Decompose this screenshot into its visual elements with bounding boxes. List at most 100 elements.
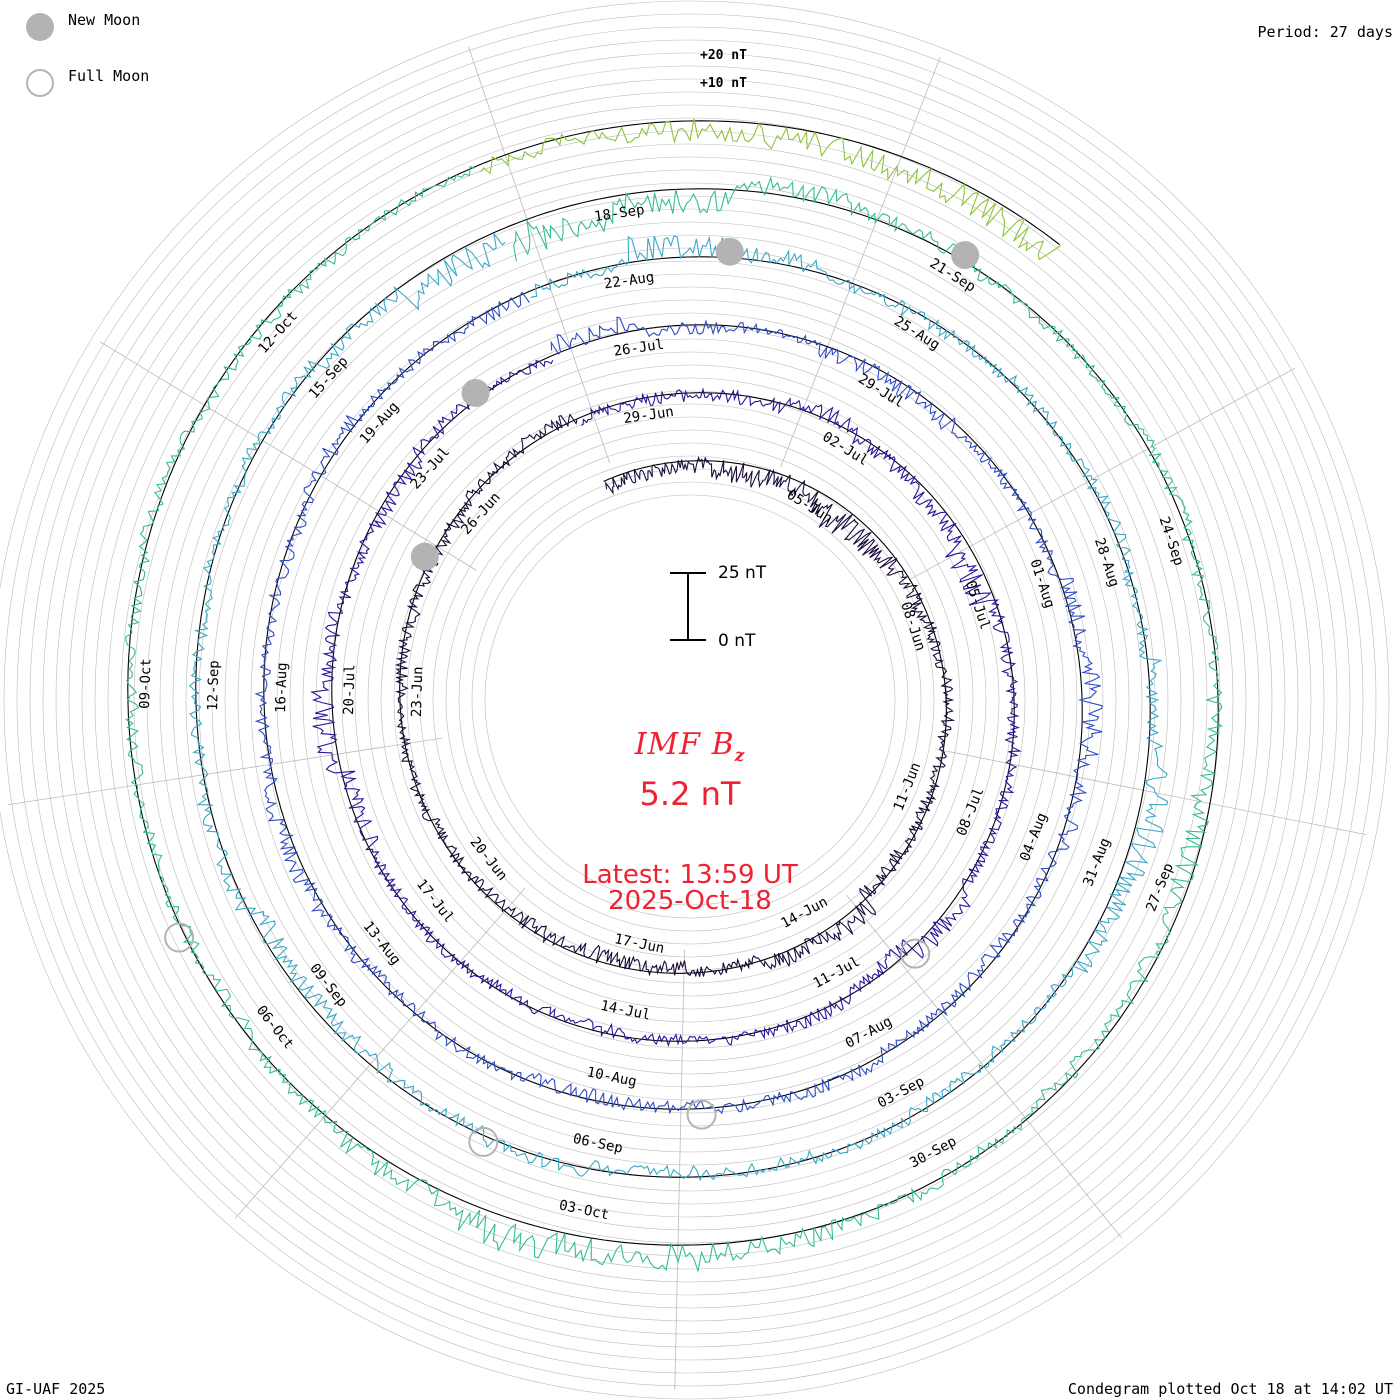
date-label: 11-Jul bbox=[811, 954, 863, 992]
date-label: 29-Jul bbox=[855, 371, 906, 411]
date-labels: 05-Jun08-Jun11-Jun14-Jun17-Jun20-Jun23-J… bbox=[137, 202, 1187, 1223]
chart-title: IMF Bz bbox=[0, 727, 1390, 766]
new-moon-marker-0 bbox=[410, 542, 439, 571]
date-label: 12-Oct bbox=[255, 308, 301, 356]
date-label: 06-Sep bbox=[571, 1131, 624, 1157]
grid-circle bbox=[224, 234, 1156, 1166]
latest-date: 2025-Oct-18 bbox=[608, 886, 772, 916]
credit-label: GI-UAF 2025 bbox=[6, 1380, 106, 1398]
period-label: Period: 27 days bbox=[1257, 23, 1393, 41]
full-moon-marker-2 bbox=[468, 1126, 499, 1157]
legend-full-moon: Full Moon bbox=[26, 67, 150, 97]
bz-trace-rotation-2 bbox=[254, 291, 1103, 1115]
moon-phase-markers bbox=[164, 237, 980, 1157]
grid-circle bbox=[120, 130, 1260, 1270]
grid-circle bbox=[159, 169, 1221, 1231]
plotted-label: Condegram plotted Oct 18 at 14:02 UT bbox=[1067, 1380, 1393, 1398]
date-label: 26-Jul bbox=[613, 337, 665, 360]
grid-circle bbox=[185, 195, 1195, 1205]
new-moon-marker-2 bbox=[715, 237, 744, 266]
date-label: 09-Sep bbox=[306, 961, 350, 1011]
date-label: 04-Aug bbox=[1017, 811, 1051, 864]
new-moon-marker-3 bbox=[951, 241, 980, 270]
date-label: 17-Jun bbox=[613, 931, 666, 957]
scale-top-label: 25 nT bbox=[718, 563, 767, 583]
date-label: 10-Aug bbox=[585, 1064, 638, 1090]
date-label: 29-Jun bbox=[622, 404, 674, 427]
grid-circle bbox=[484, 494, 896, 906]
date-label: 03-Sep bbox=[875, 1074, 927, 1112]
grid-circle bbox=[289, 299, 1091, 1101]
scale-bar bbox=[670, 572, 706, 641]
date-label: 05-Jul bbox=[962, 579, 993, 632]
full-moon-marker-0 bbox=[900, 938, 931, 969]
grid-circle bbox=[276, 286, 1104, 1114]
grid-circle bbox=[367, 377, 1013, 1023]
grid-circle bbox=[211, 221, 1169, 1179]
radial-spoke bbox=[780, 56, 941, 468]
date-label: 12-Sep bbox=[205, 660, 222, 711]
new-moon-icon bbox=[26, 13, 54, 41]
radial-spoke bbox=[234, 887, 526, 1219]
grid-circle bbox=[81, 91, 1299, 1309]
grid-circle bbox=[302, 312, 1078, 1088]
new-moon-marker-1 bbox=[461, 378, 490, 407]
radial-spoke bbox=[467, 46, 611, 464]
chart-title-text: IMF B bbox=[634, 727, 735, 762]
date-label: 16-Aug bbox=[273, 662, 290, 713]
grid-circle bbox=[3, 13, 1377, 1387]
grid-circle bbox=[315, 325, 1065, 1075]
grid-circle bbox=[29, 39, 1351, 1361]
ref-label-20: +20 nT bbox=[700, 48, 747, 63]
grid-circle bbox=[198, 208, 1182, 1192]
grid-circle bbox=[432, 442, 948, 958]
bz-data-traces bbox=[125, 118, 1223, 1274]
grid-circle bbox=[146, 156, 1234, 1244]
bz-trace-rotation-3 bbox=[189, 233, 1169, 1182]
full-moon-icon bbox=[26, 69, 54, 97]
grid-circle bbox=[250, 260, 1130, 1140]
grid-circle bbox=[458, 468, 922, 932]
grid-circle bbox=[107, 117, 1273, 1283]
current-value: 5.2 nT bbox=[639, 775, 741, 813]
date-label: 09-Oct bbox=[137, 658, 154, 709]
date-label: 20-Jul bbox=[341, 664, 358, 715]
bz-trace-rotation-4 bbox=[125, 165, 1223, 1274]
grid-circle bbox=[419, 429, 961, 971]
legend-new-moon-label: New Moon bbox=[68, 11, 141, 29]
grid-circle bbox=[380, 390, 1000, 1010]
grid-circle bbox=[237, 247, 1143, 1153]
radial-spoke bbox=[99, 341, 477, 571]
grid-circle bbox=[354, 364, 1026, 1036]
bz-trace-rotation-1 bbox=[310, 359, 1023, 1048]
date-label: 30-Sep bbox=[907, 1133, 959, 1171]
date-label: 25-Aug bbox=[891, 313, 942, 353]
full-moon-marker-3 bbox=[164, 922, 195, 953]
grid-circle bbox=[445, 455, 935, 945]
legend-full-moon-label: Full Moon bbox=[68, 67, 150, 85]
bz-trace-rotation-0 bbox=[394, 413, 956, 978]
ref-label-10: +10 nT bbox=[700, 76, 747, 91]
grid-circle bbox=[68, 78, 1312, 1322]
grid-circle bbox=[133, 143, 1247, 1257]
full-moon-marker-1 bbox=[686, 1099, 717, 1130]
radial-spoke bbox=[909, 367, 1296, 581]
date-label: 18-Sep bbox=[593, 202, 645, 225]
date-label: 13-Aug bbox=[360, 919, 404, 969]
grid-circle bbox=[172, 182, 1208, 1218]
grid-circle bbox=[16, 26, 1364, 1374]
date-label: 08-Jun bbox=[897, 600, 928, 653]
grid-circle bbox=[328, 338, 1052, 1062]
chart-title-subscript: z bbox=[734, 746, 746, 766]
date-label: 14-Jul bbox=[599, 998, 652, 1024]
grid-circle bbox=[393, 403, 987, 997]
grid-circle bbox=[341, 351, 1039, 1049]
scale-bottom-label: 0 nT bbox=[718, 631, 756, 651]
date-label: 23-Jun bbox=[409, 666, 426, 717]
grid-circle bbox=[471, 481, 909, 919]
legend-new-moon: New Moon bbox=[26, 11, 141, 41]
grid-circle bbox=[94, 104, 1286, 1296]
bz-trace-rotation-5 bbox=[480, 118, 1062, 261]
